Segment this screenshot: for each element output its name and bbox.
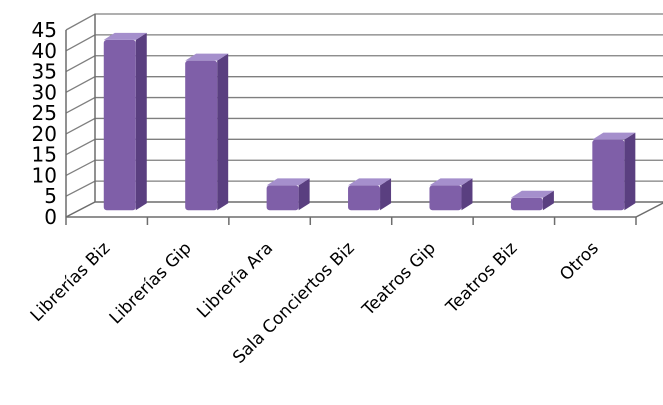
bar-side <box>380 178 392 211</box>
y-tick-label: 0 <box>44 205 57 229</box>
bar <box>592 132 636 211</box>
y-tick-label: 45 <box>32 18 57 42</box>
floor-right-edge <box>635 202 663 218</box>
gridline <box>65 13 663 31</box>
y-tick-label: 5 <box>44 184 57 208</box>
bar-side <box>542 190 554 211</box>
bar-side <box>298 178 310 211</box>
x-category-label: Teatros Gip <box>358 238 440 320</box>
bar <box>510 190 554 211</box>
gridline <box>65 138 663 156</box>
gridline <box>65 34 663 52</box>
x-category-label: Librería Ara <box>193 238 277 322</box>
bar-top <box>429 178 473 186</box>
x-category-label: Librerías Gip <box>106 238 196 328</box>
x-category-label: Teatros Biz <box>442 238 522 318</box>
gridline <box>65 96 663 114</box>
bar-side <box>624 132 636 211</box>
bar <box>103 32 147 211</box>
y-tick-label: 30 <box>32 80 57 104</box>
gridline <box>65 117 663 135</box>
gridline <box>65 55 663 73</box>
bar-top <box>592 132 636 140</box>
x-category-label: Otros <box>556 238 603 285</box>
bar-front <box>185 60 218 211</box>
y-tick-label: 40 <box>32 39 57 63</box>
bar-top <box>266 178 310 186</box>
y-tick-label: 15 <box>32 143 57 167</box>
gridline <box>65 159 663 177</box>
bar-front <box>429 185 462 211</box>
bar-side <box>135 32 147 211</box>
bar <box>266 178 310 211</box>
bar <box>429 178 473 211</box>
y-tick-label: 25 <box>32 101 57 125</box>
bar-front <box>103 39 136 211</box>
bars <box>103 32 636 211</box>
bar-front <box>510 197 543 211</box>
x-category-label: Librerías Biz <box>27 238 115 326</box>
bar-side <box>461 178 473 211</box>
axes <box>65 14 663 225</box>
bar-top <box>510 190 554 198</box>
bar-front <box>592 139 625 211</box>
bar-side <box>217 53 229 211</box>
bar <box>348 178 392 211</box>
y-tick-label: 10 <box>32 163 57 187</box>
bar-top <box>103 32 147 40</box>
bar-top <box>185 53 229 61</box>
bar-top <box>348 178 392 186</box>
y-tick-label: 35 <box>32 60 57 84</box>
gridline <box>65 76 663 93</box>
bar-front <box>266 185 299 211</box>
bar-front <box>348 185 381 211</box>
bar <box>185 53 229 211</box>
y-tick-label: 20 <box>32 122 57 146</box>
